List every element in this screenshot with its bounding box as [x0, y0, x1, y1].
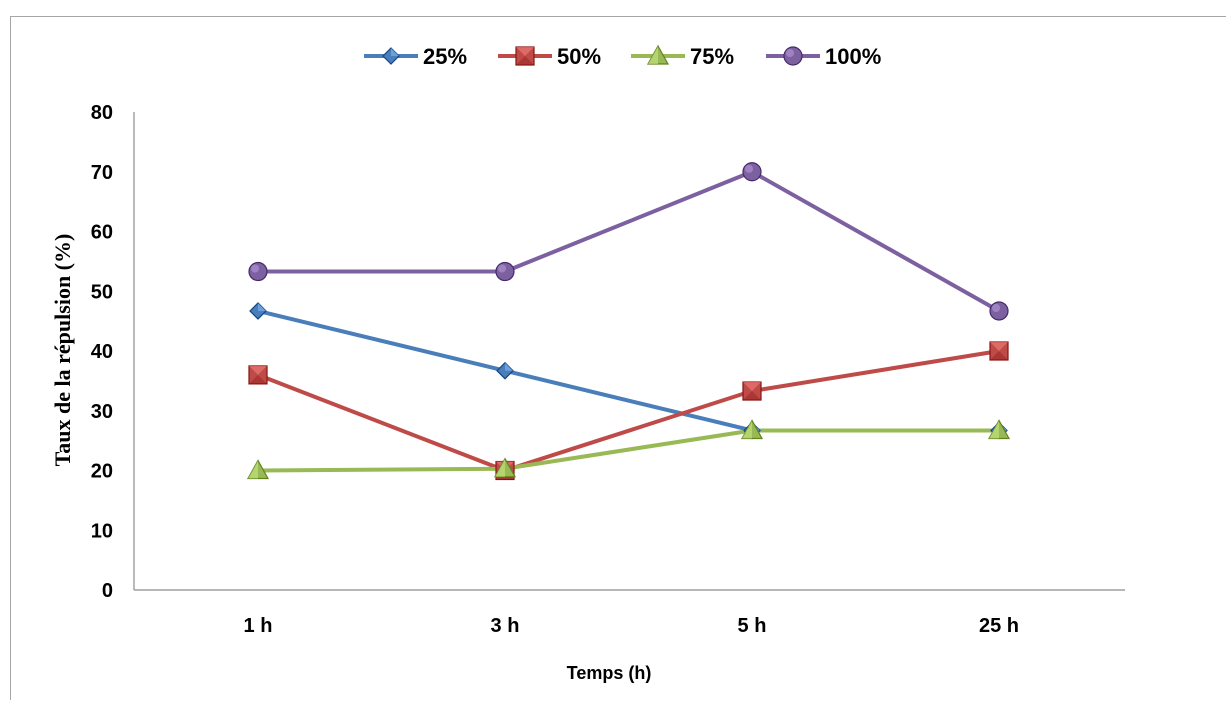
legend-label: 50%: [557, 44, 601, 69]
data-point-series-3: [246, 459, 270, 480]
data-point-series-2: [248, 365, 268, 385]
legend-label: 25%: [423, 44, 467, 69]
y-tick-label: 0: [102, 580, 113, 602]
series-line-4: [256, 169, 1001, 313]
data-point-series-1: [496, 361, 514, 380]
legend: 25% 50% 75% 100%: [364, 44, 881, 69]
y-tick-label: 40: [91, 341, 113, 363]
data-point-series-3: [740, 419, 764, 440]
y-tick-label: 80: [91, 102, 113, 124]
legend-marker: [783, 46, 803, 66]
y-tick-label: 60: [91, 222, 113, 244]
y-tick-label: 20: [91, 461, 113, 483]
x-tick-label: 3 h: [491, 615, 520, 637]
series-lines: [256, 169, 1001, 473]
data-point-series-4: [495, 261, 515, 282]
legend-marker: [646, 44, 670, 65]
legend-item: 50%: [498, 44, 601, 69]
x-tick-label: 25 h: [979, 615, 1019, 637]
y-tick-label: 50: [91, 281, 113, 303]
legend-label: 75%: [690, 44, 734, 69]
data-point-series-3: [987, 419, 1011, 440]
legend-marker: [382, 47, 400, 65]
legend-item: 100%: [766, 44, 881, 69]
y-axis-title: Taux de la répulsion (%): [50, 234, 75, 467]
chart-frame: [10, 16, 1226, 700]
axes: [133, 112, 1125, 591]
data-point-series-4: [742, 162, 762, 182]
y-tick-label: 30: [91, 401, 113, 423]
data-point-series-3: [493, 457, 517, 478]
series-line-3: [256, 428, 1001, 473]
y-tick-labels: 0 10 20 30 40 50 60 70 80: [91, 102, 113, 602]
x-tick-labels: 1 h 3 h 5 h 25 h: [244, 615, 1019, 637]
legend-label: 100%: [825, 44, 881, 69]
series-line-2: [256, 349, 1001, 473]
y-tick-label: 10: [91, 520, 113, 542]
legend-marker: [515, 46, 535, 66]
y-tick-label: 70: [91, 162, 113, 184]
x-axis-title: Temps (h): [567, 663, 652, 683]
series-markers: [246, 162, 1011, 481]
data-point-series-2: [742, 381, 762, 401]
legend-item: 75%: [631, 44, 734, 69]
x-tick-label: 5 h: [738, 615, 767, 637]
data-point-series-4: [989, 301, 1009, 321]
data-point-series-4: [248, 261, 268, 282]
data-point-series-2: [989, 341, 1009, 361]
data-point-series-1: [249, 302, 267, 320]
x-tick-label: 1 h: [244, 615, 273, 637]
legend-item: 25%: [364, 44, 467, 69]
